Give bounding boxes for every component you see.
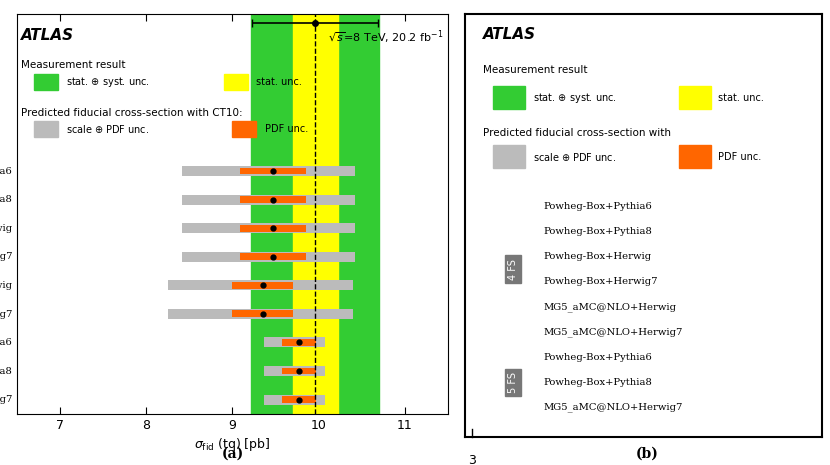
Bar [281,396,316,403]
Text: Powheg-Box+Pythia6: Powheg-Box+Pythia6 [544,353,652,362]
Text: (a): (a) [222,446,243,460]
Text: 4 FS: 4 FS [508,259,518,279]
Bar [251,14,379,414]
Text: stat. unc.: stat. unc. [256,77,302,87]
Text: 5 FS: 5 FS [508,372,518,393]
Bar [168,280,354,290]
Text: Predicted fiducial cross-section with CT10:: Predicted fiducial cross-section with CT… [21,108,242,118]
Text: 3: 3 [468,454,476,465]
Bar [240,253,305,260]
Text: Powheg-Box+Pythia6: Powheg-Box+Pythia6 [0,338,12,347]
Bar [281,367,316,374]
FancyBboxPatch shape [34,74,57,90]
Text: Powheg-Box+Herwig: Powheg-Box+Herwig [0,224,12,232]
Text: stat. $\oplus$ syst. unc.: stat. $\oplus$ syst. unc. [66,75,150,89]
Text: MG5_aMC@NLO+Herwig7: MG5_aMC@NLO+Herwig7 [0,395,12,405]
Bar [264,338,325,347]
Bar [183,252,355,262]
Text: Powheg-Box+Pythia6: Powheg-Box+Pythia6 [544,202,652,211]
Text: ATLAS: ATLAS [483,27,536,42]
Bar [240,225,305,232]
Text: Predicted fiducial cross-section with: Predicted fiducial cross-section with [483,128,671,138]
Text: Powheg-Box+Pythia8: Powheg-Box+Pythia8 [0,195,12,204]
Text: (b): (b) [636,446,659,460]
FancyBboxPatch shape [679,145,711,168]
Bar [264,395,325,405]
Bar [183,195,355,205]
Text: Powheg-Box+Pythia6: Powheg-Box+Pythia6 [0,166,12,176]
FancyBboxPatch shape [679,86,711,109]
Text: Powheg-Box+Herwig: Powheg-Box+Herwig [544,252,652,261]
Text: MG5_aMC@NLO+Herwig7: MG5_aMC@NLO+Herwig7 [0,309,12,319]
FancyBboxPatch shape [493,145,525,168]
Text: PDF unc.: PDF unc. [718,152,761,162]
Text: MG5_aMC@NLO+Herwig7: MG5_aMC@NLO+Herwig7 [544,403,683,412]
Text: MG5_aMC@NLO+Herwig: MG5_aMC@NLO+Herwig [0,280,12,290]
Bar [168,309,354,319]
Text: stat. unc.: stat. unc. [718,93,764,102]
Text: Powheg-Box+Pythia8: Powheg-Box+Pythia8 [544,227,652,236]
Text: Powheg-Box+Pythia8: Powheg-Box+Pythia8 [544,378,652,387]
Bar [240,196,305,203]
FancyBboxPatch shape [232,121,256,137]
Text: stat. $\oplus$ syst. unc.: stat. $\oplus$ syst. unc. [533,91,617,105]
Text: Measurement result: Measurement result [21,60,125,70]
Text: Measurement result: Measurement result [483,65,587,75]
Text: MG5_aMC@NLO+Herwig: MG5_aMC@NLO+Herwig [544,302,676,312]
X-axis label: $\sigma_{\mathrm{fid}}$ (tq) [pb]: $\sigma_{\mathrm{fid}}$ (tq) [pb] [194,436,271,453]
Text: Powheg-Box+Pythia8: Powheg-Box+Pythia8 [0,366,12,376]
Bar [293,14,338,414]
Text: Powheg-Box+Herwig7: Powheg-Box+Herwig7 [544,277,658,286]
Text: scale $\oplus$ PDF unc.: scale $\oplus$ PDF unc. [533,151,616,163]
FancyBboxPatch shape [224,74,247,90]
Text: MG5_aMC@NLO+Herwig7: MG5_aMC@NLO+Herwig7 [544,327,683,337]
FancyBboxPatch shape [493,86,525,109]
Bar [240,167,305,174]
Bar [183,166,355,176]
Text: $\sqrt{s}$=8 TeV, 20.2 fb$^{-1}$: $\sqrt{s}$=8 TeV, 20.2 fb$^{-1}$ [329,28,444,46]
Bar [232,282,293,289]
Bar [264,366,325,376]
Text: Powheg-Box+Herwig7: Powheg-Box+Herwig7 [0,252,12,261]
Bar [281,339,316,346]
FancyBboxPatch shape [34,121,57,137]
Bar [232,311,293,317]
Text: ATLAS: ATLAS [21,28,74,43]
Text: PDF unc.: PDF unc. [265,124,308,134]
Text: scale $\oplus$ PDF unc.: scale $\oplus$ PDF unc. [66,123,149,135]
Bar [183,223,355,233]
